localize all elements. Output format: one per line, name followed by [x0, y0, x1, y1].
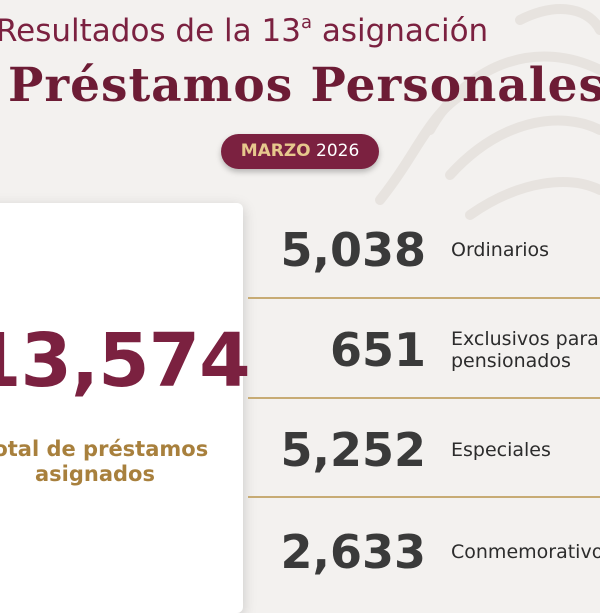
category-value: 5,252: [280, 423, 426, 477]
category-value: 651: [329, 323, 426, 377]
total-value: 13,574: [0, 318, 251, 404]
headline-text-end: asignación: [311, 13, 489, 49]
total-card: [0, 203, 243, 613]
row-divider: [248, 397, 600, 399]
background-pattern: [375, 4, 600, 220]
headline-superscript: a: [300, 12, 312, 33]
category-row-exclusivos: 651 Exclusivos para pensionados: [248, 302, 600, 398]
category-row-ordinarios: 5,038 Ordinarios: [248, 202, 600, 298]
row-divider: [248, 496, 600, 498]
page-title-text: Préstamos Personales: [8, 58, 600, 113]
headline-text: Resultados de la 13: [0, 13, 301, 49]
badge-month: MARZO: [240, 141, 311, 161]
page-title: Préstamos Personales: [0, 56, 600, 116]
category-label: Especiales: [451, 439, 551, 461]
category-label: Exclusivos para pensionados: [451, 328, 599, 372]
total-label: Total de préstamos asignados: [0, 437, 210, 487]
category-label: Ordinarios: [451, 239, 550, 261]
category-row-especiales: 5,252 Especiales: [248, 402, 600, 498]
badge-year: 2026: [316, 141, 360, 161]
category-row-conmemorativos: 2,633 Conmemorativos: [248, 504, 600, 600]
total-label-line2: asignados: [35, 462, 155, 486]
date-badge: MARZO 2026: [221, 134, 379, 169]
results-headline: Resultados de la 13a asignación: [0, 12, 600, 52]
category-label: Conmemorativos: [451, 541, 600, 563]
total-label-line1: Total de préstamos: [0, 437, 209, 461]
row-divider: [248, 297, 600, 299]
category-value: 2,633: [280, 525, 426, 579]
category-value: 5,038: [280, 223, 426, 277]
